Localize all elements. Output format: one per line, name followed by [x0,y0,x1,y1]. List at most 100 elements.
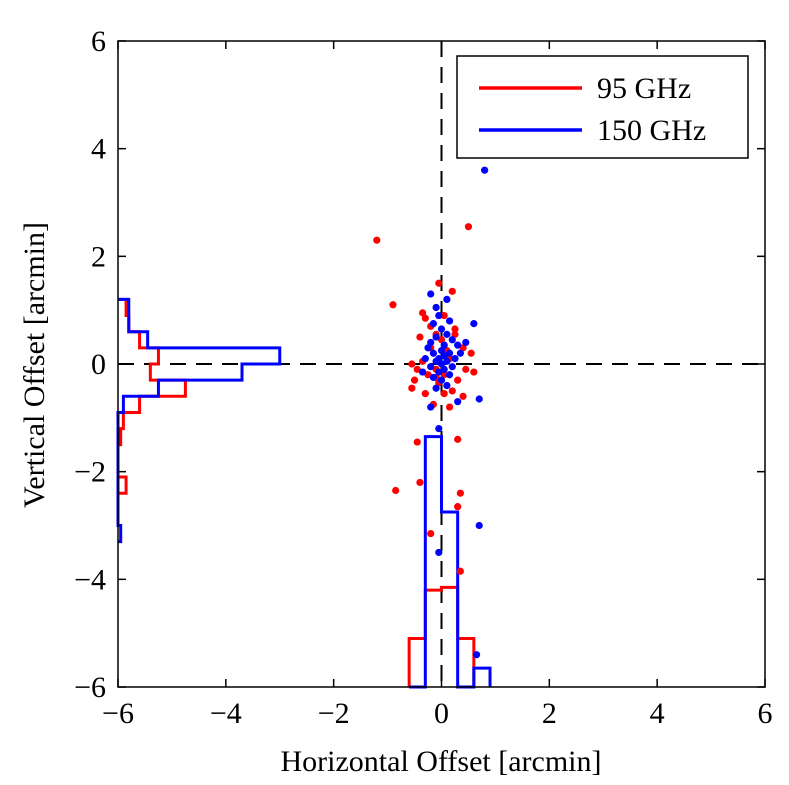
x-tick-label: 0 [434,697,449,730]
point-95-ghz [392,486,400,495]
point-150-ghz [443,295,451,303]
point-95-ghz [445,403,454,411]
point-95-ghz [416,333,424,341]
point-150-ghz [435,368,443,376]
point-150-ghz [427,363,435,371]
y-tick-label: −4 [74,563,106,596]
histogram-x-95-ghz [407,585,476,687]
legend-label: 95 GHz [597,72,691,105]
point-150-ghz [445,349,454,357]
y-tick-label: 6 [91,25,106,58]
point-95-ghz [413,438,421,446]
point-95-ghz [454,435,462,443]
point-150-ghz [427,338,435,347]
point-95-ghz [424,371,432,379]
x-tick-label: −6 [102,697,134,730]
point-95-ghz [419,309,427,317]
point-150-ghz [435,311,443,320]
point-150-ghz [421,355,429,363]
point-95-ghz [448,387,456,395]
x-tick-label: 4 [650,697,665,730]
point-95-ghz [464,223,473,231]
point-95-ghz [456,567,464,575]
point-150-ghz [475,521,483,530]
point-150-ghz [440,341,448,349]
histogram-x-150-ghz [409,435,492,689]
point-150-ghz [427,290,435,298]
point-95-ghz [459,392,467,400]
point-150-ghz [454,398,462,406]
point-95-ghz [373,236,381,244]
point-150-ghz [432,303,440,312]
point-150-ghz [432,333,440,341]
point-95-ghz [421,314,429,322]
point-150-ghz [429,373,438,382]
point-150-ghz [429,320,438,328]
point-150-ghz [472,651,481,659]
axes: −6 −4 −2 0 2 4 6 −6 −4 −2 0 2 4 6 [74,25,772,730]
point-95-ghz [454,503,462,511]
point-150-ghz [443,330,451,338]
point-150-ghz [462,338,470,347]
point-150-ghz [445,371,454,379]
point-150-ghz [440,352,448,360]
point-95-ghz [451,325,459,333]
y-tick-label: −6 [74,671,106,704]
point-95-ghz [467,349,475,357]
point-150-ghz [432,357,440,365]
point-150-ghz [451,355,459,363]
point-150-ghz [437,376,446,384]
x-tick-label: −4 [210,697,242,730]
point-150-ghz [456,349,464,357]
y-tick-label: 4 [91,133,106,166]
point-150-ghz [445,317,454,325]
point-150-ghz [432,384,440,392]
histogram-y-150-ghz [116,297,282,544]
point-150-ghz [435,548,443,557]
point-95-ghz [440,390,448,398]
point-95-ghz [408,384,416,392]
point-150-ghz [437,360,446,368]
point-150-ghz [481,166,489,174]
point-95-ghz [440,371,448,379]
point-95-ghz [451,330,459,338]
x-tick-label: −2 [318,697,350,730]
legend-box [456,55,749,159]
point-95-ghz [427,529,435,538]
point-150-ghz [419,368,427,376]
point-150-ghz [440,365,448,373]
point-95-ghz [408,360,416,368]
point-95-ghz [462,365,470,373]
legend-label: 150 GHz [597,114,706,147]
point-95-ghz [456,489,464,497]
point-95-ghz [459,344,467,352]
point-150-ghz [427,403,435,411]
point-95-ghz [440,311,448,320]
point-95-ghz [413,365,421,373]
legend: 95 GHz 150 GHz [456,55,749,159]
point-150-ghz [470,320,478,328]
point-95-ghz [470,368,478,376]
point-95-ghz [421,390,429,398]
point-150-ghz [437,325,446,333]
point-150-ghz [443,357,451,365]
y-tick-label: 0 [91,348,106,381]
point-150-ghz [443,381,451,390]
y-axis-label: Vertical Offset [arcmin] [18,222,51,508]
point-150-ghz [448,363,456,371]
point-95-ghz [389,301,397,309]
x-tick-label: 6 [758,697,773,730]
point-150-ghz [454,341,462,349]
point-95-ghz [416,478,424,487]
point-95-ghz [454,376,462,384]
y-tick-label: −2 [74,456,106,489]
point-150-ghz [437,346,446,355]
point-150-ghz [429,349,438,357]
point-95-ghz [448,287,456,295]
point-95-ghz [437,336,446,344]
point-150-ghz [435,425,443,433]
y-tick-label: 2 [91,240,106,273]
point-150-ghz [424,344,432,352]
point-95-ghz [435,279,443,287]
